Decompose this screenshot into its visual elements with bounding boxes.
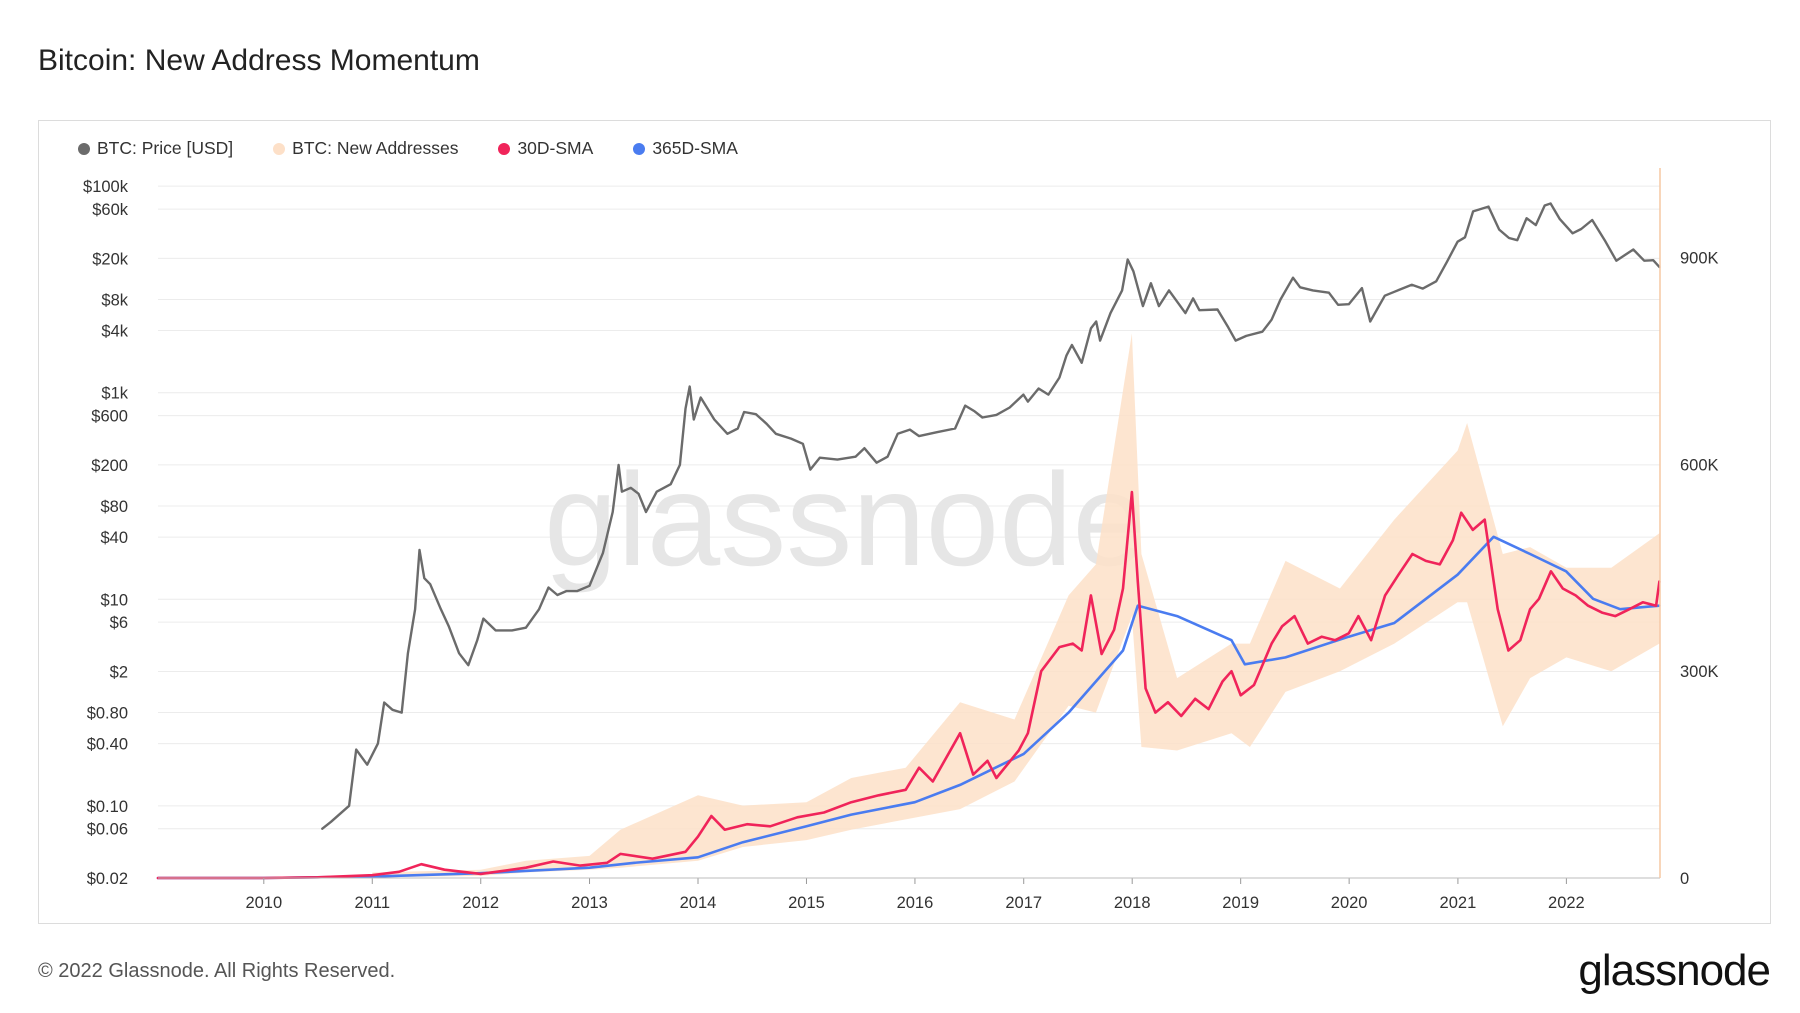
x-tick-11: 2021 (1440, 894, 1477, 912)
legend-new-addresses-label: BTC: New Addresses (292, 138, 459, 158)
x-tick-10: 2020 (1331, 894, 1368, 912)
y-left-tick-12: $2 (110, 663, 128, 681)
y-right-tick-1: 600K (1680, 456, 1719, 474)
x-tick-4: 2014 (680, 894, 717, 912)
y-left-tick-10: $10 (100, 591, 128, 609)
legend-item-30d-sma[interactable]: 30D-SMA (498, 138, 593, 159)
series-lines (156, 202, 1661, 880)
legend-365d-sma-label: 365D-SMA (652, 138, 738, 158)
y-left-tick-7: $200 (91, 457, 128, 475)
axes: $100k $60k $20k $8k $4k $1k $600 $200 $80 $40 $10 $… (83, 168, 1719, 912)
y-left-tick-6: $600 (91, 408, 128, 426)
x-tick-12: 2022 (1548, 894, 1585, 912)
legend-item-price[interactable]: BTC: Price [USD] (78, 138, 233, 159)
y-left-tick-4: $4k (101, 323, 128, 341)
y-left-tick-11: $6 (110, 614, 128, 632)
new-addresses-band (372, 333, 1660, 878)
series-line-30d-sma (156, 490, 1661, 880)
x-tick-9: 2019 (1222, 894, 1259, 912)
x-tick-3: 2013 (571, 894, 608, 912)
x-tick-7: 2017 (1005, 894, 1042, 912)
legend-365d-sma-dot (633, 142, 646, 155)
x-tick-0: 2010 (245, 894, 282, 912)
y-left-tick-5: $1k (101, 385, 128, 403)
y-left-tick-9: $40 (100, 529, 128, 547)
chart-legend: BTC: Price [USD] BTC: New Addresses 30D-… (78, 138, 738, 159)
x-tick-2: 2012 (462, 894, 499, 912)
x-tick-6: 2016 (897, 894, 934, 912)
y-right-tick-0: 900K (1680, 250, 1719, 268)
legend-30d-sma-label: 30D-SMA (517, 138, 594, 158)
y-right-tick-3: 0 (1680, 870, 1689, 888)
watermark-text: glassnode (544, 446, 1146, 593)
legend-30d-sma-dot (498, 142, 511, 155)
y-left-tick-17: $0.02 (87, 870, 128, 888)
legend-new-addresses-dot (273, 142, 286, 155)
chart-frame (38, 120, 1771, 924)
y-left-tick-2: $20k (92, 250, 129, 268)
x-tick-8: 2018 (1114, 894, 1151, 912)
chart-title: Bitcoin: New Address Momentum (38, 44, 480, 77)
y-left-tick-0: $100k (83, 178, 129, 196)
y-left-tick-8: $80 (100, 498, 128, 516)
y-left-tick-1: $60k (92, 201, 129, 219)
glassnode-logo: glassnode (1578, 946, 1771, 995)
x-tick-5: 2015 (788, 894, 825, 912)
grid-lines (158, 185, 1660, 879)
legend-item-365d-sma[interactable]: 365D-SMA (633, 138, 738, 159)
copyright-footer: © 2022 Glassnode. All Rights Reserved. (38, 960, 396, 982)
y-right-tick-2: 300K (1680, 663, 1719, 681)
legend-item-new-addresses[interactable]: BTC: New Addresses (273, 138, 458, 159)
y-left-tick-14: $0.40 (87, 736, 128, 754)
legend-price-dot (78, 142, 90, 155)
y-left-tick-15: $0.10 (87, 798, 128, 816)
y-left-tick-13: $0.80 (87, 705, 128, 723)
series-line-365d-sma (156, 535, 1661, 880)
series-line-btc-price-usd- (321, 202, 1661, 830)
y-left-tick-16: $0.06 (87, 821, 128, 839)
legend-price-label: BTC: Price [USD] (97, 138, 234, 158)
x-tick-1: 2011 (355, 894, 390, 912)
series-new-addresses-band (372, 333, 1660, 878)
y-left-tick-3: $8k (101, 291, 128, 309)
